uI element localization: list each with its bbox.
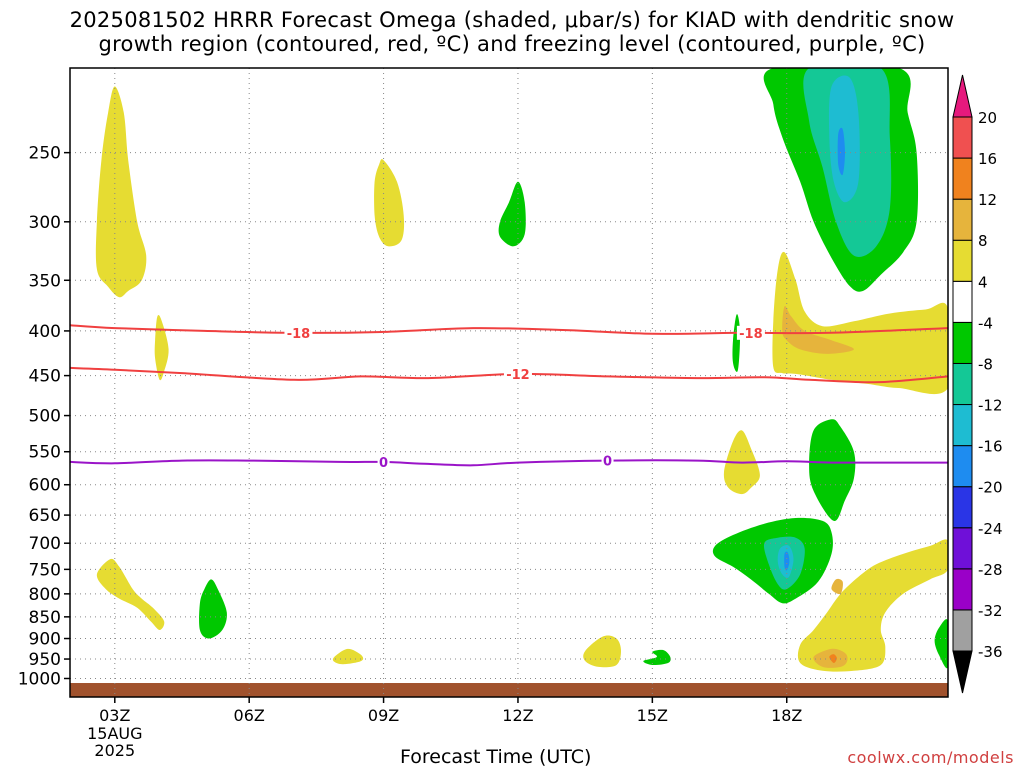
colorbar-box-5	[952, 404, 973, 447]
colorbar-box-3	[952, 486, 973, 529]
y-tick-label-650: 650	[29, 506, 61, 526]
omega-region-17	[809, 419, 856, 522]
x-axis-label-text: Forecast Time (UTC)	[400, 746, 592, 768]
omega-region-15	[643, 649, 671, 666]
colorbar-label--12: -12	[978, 397, 1003, 415]
contour-line--18	[70, 324, 948, 335]
contour-label-0-0: 0	[379, 456, 388, 471]
omega-region-13	[498, 181, 526, 247]
plot-border	[69, 67, 949, 698]
contour-label-bg-0-0	[377, 454, 390, 469]
colorbar-box-12	[952, 116, 973, 159]
y-tick-label-1000: 1000	[18, 669, 61, 689]
y-axis: 2503003504004505005506006507007508008509…	[18, 144, 70, 689]
omega-region-0	[95, 86, 147, 298]
title-line-2: growth region (contoured, red, ºC) and f…	[98, 32, 926, 56]
colorbar-box-7	[952, 321, 973, 364]
title-line-1: 2025081502 HRRR Forecast Omega (shaded, …	[69, 8, 955, 32]
omega-region-4	[332, 648, 364, 665]
colorbar-box-9	[952, 239, 973, 282]
contour-label-bg--18-0	[284, 325, 313, 340]
omega-region-7	[772, 251, 948, 395]
contour-label-0-1: 0	[603, 455, 612, 470]
omega-region-5	[583, 635, 621, 668]
y-tick-label-800: 800	[29, 585, 61, 605]
x-tick-label-12Z: 12Z	[502, 706, 533, 725]
colorbar-label-20: 20	[978, 109, 997, 127]
omega-region-3	[96, 558, 165, 630]
omega-region-26	[837, 127, 845, 176]
colorbar-label--4: -4	[978, 314, 993, 332]
colorbar-label--24: -24	[978, 520, 1003, 538]
x-tick-label-15Z: 15Z	[637, 706, 668, 725]
omega-region-14	[199, 579, 227, 639]
colorbar-box-10	[952, 198, 973, 241]
omega-region-2	[374, 159, 405, 247]
y-tick-label-500: 500	[29, 407, 61, 427]
source-credit: coolwx.com/models	[847, 748, 1014, 767]
ground-surface	[70, 683, 948, 697]
colorbar-box-8	[952, 280, 973, 323]
colorbar-label--20: -20	[978, 479, 1003, 497]
colorbar-box-4	[952, 445, 973, 488]
colorbar-bottom-triangle	[952, 650, 973, 694]
contour-label--18-0: -18	[287, 327, 311, 342]
contour-line-0	[70, 459, 948, 467]
omega-region-16	[732, 314, 741, 372]
colorbar-box-0	[952, 609, 973, 652]
colorbar-top-triangle	[952, 74, 973, 118]
y-tick-label-850: 850	[29, 608, 61, 628]
y-tick-label-700: 700	[29, 534, 61, 554]
contour-label--18-1: -18	[739, 327, 763, 342]
y-tick-label-300: 300	[29, 213, 61, 233]
omega-region-21	[784, 551, 790, 571]
y-tick-label-900: 900	[29, 630, 61, 650]
contour-label-bg--12-0	[503, 366, 532, 381]
x-tick-label-06Z: 06Z	[234, 706, 265, 725]
x-tick-sublabel-1: 2025	[94, 741, 135, 760]
colorbar-label--16: -16	[978, 438, 1003, 456]
omega-region-11	[831, 578, 843, 595]
colorbar-label-16: 16	[978, 150, 997, 168]
omega-region-12	[829, 654, 837, 664]
y-tick-label-950: 950	[29, 650, 61, 670]
y-tick-label-750: 750	[29, 560, 61, 580]
plot-frame	[69, 67, 949, 698]
colorbar-box-6	[952, 362, 973, 406]
colorbar-label--32: -32	[978, 602, 1003, 620]
omega-region-22	[934, 619, 948, 669]
colorbar-label--28: -28	[978, 561, 1003, 579]
x-tick-label-09Z: 09Z	[368, 706, 399, 725]
colorbar-box-1	[952, 568, 973, 611]
x-tick-label-03Z: 03Z	[99, 706, 130, 725]
contour-layer: -18 -18 -12 0 0	[70, 324, 948, 471]
colorbar-label-8: 8	[978, 232, 988, 250]
y-tick-label-450: 450	[29, 367, 61, 387]
contour-label-bg--18-1	[736, 325, 765, 340]
x-tick-label-18Z: 18Z	[771, 706, 802, 725]
y-tick-label-250: 250	[29, 144, 61, 164]
colorbar-label--36: -36	[978, 643, 1003, 661]
y-tick-label-400: 400	[29, 322, 61, 342]
chart-title: 2025081502 HRRR Forecast Omega (shaded, …	[0, 8, 1024, 56]
y-tick-label-550: 550	[29, 443, 61, 463]
contour-label-bg-0-1	[601, 453, 614, 468]
colorbar-box-2	[952, 527, 973, 570]
x-tick-sublabel-0: 15AUG	[87, 724, 142, 743]
y-tick-label-350: 350	[29, 271, 61, 291]
omega-region-1	[154, 315, 169, 381]
colorbar: -36 -32 -28 -24 -20 -16 -12 -8 -4 4 8 12 16 20	[952, 74, 1003, 694]
omega-region-25	[828, 75, 860, 203]
contour-line--12	[70, 366, 948, 384]
colorbar-label-12: 12	[978, 191, 997, 209]
colorbar-box-11	[952, 157, 973, 200]
colorbar-label-4: 4	[978, 273, 988, 291]
y-tick-label-600: 600	[29, 476, 61, 496]
contour-label--12-0: -12	[506, 368, 530, 383]
colorbar-label--8: -8	[978, 355, 993, 373]
omega-region-8	[782, 305, 854, 354]
